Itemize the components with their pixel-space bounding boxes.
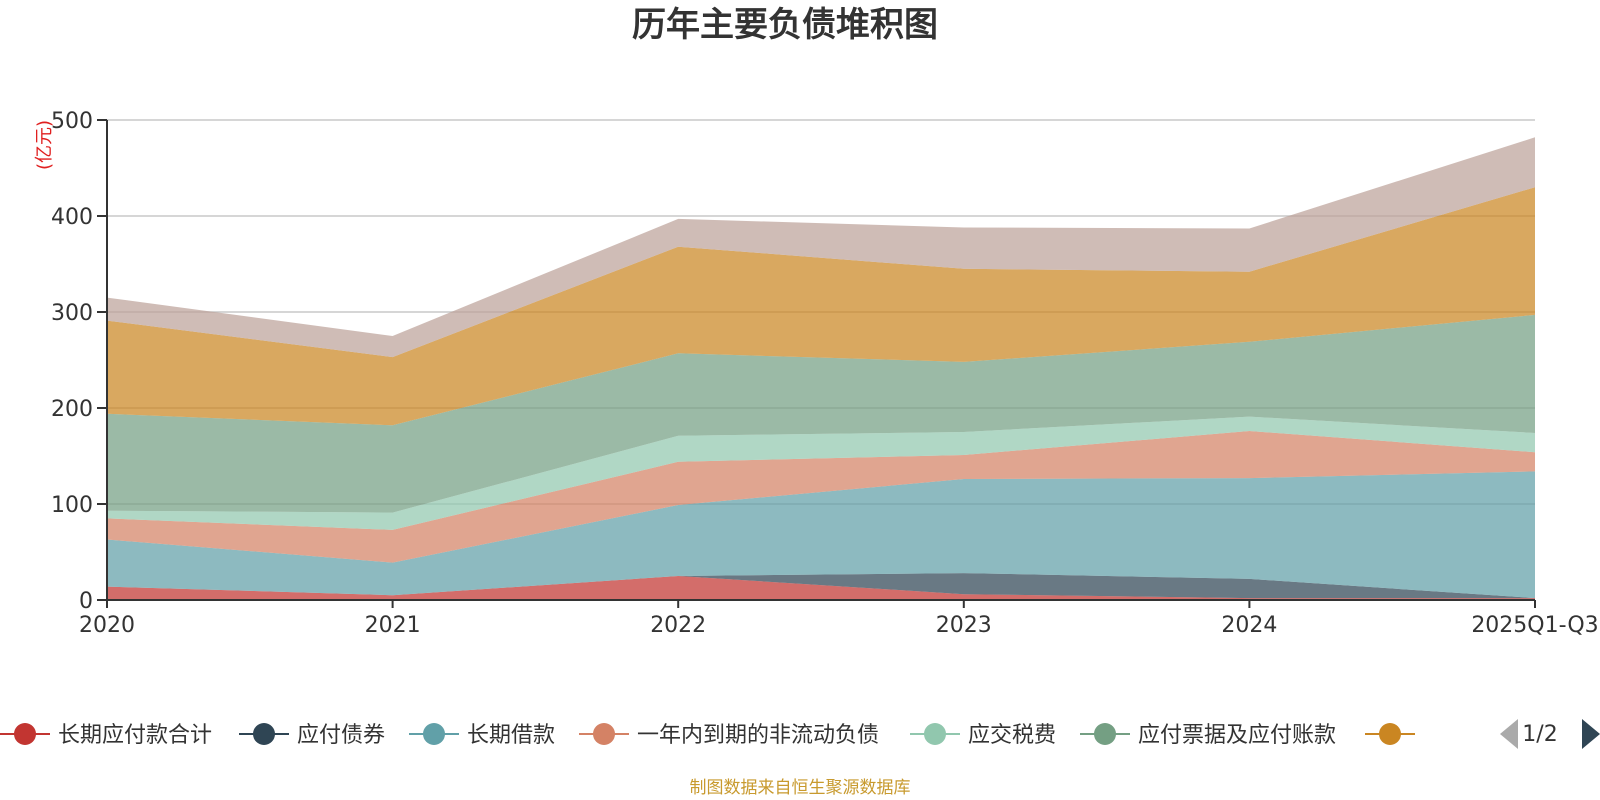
legend-label: 长期借款 (467, 723, 555, 748)
legend-item[interactable]: 长期应付款合计 (0, 723, 212, 748)
source-note: 制图数据来自恒生聚源数据库 (690, 778, 911, 798)
legend-label: 应付债券 (297, 723, 385, 748)
legend-label: 应交税费 (968, 723, 1056, 748)
legend-item[interactable]: 长期借款 (409, 723, 555, 748)
legend-item[interactable]: 应付债券 (239, 723, 385, 748)
legend-item[interactable] (1365, 723, 1415, 745)
area-series-3 (107, 431, 1535, 563)
legend-marker-icon (1094, 723, 1116, 745)
y-tick-label: 300 (51, 301, 93, 326)
legend-marker-icon (1379, 723, 1401, 745)
legend-marker-icon (924, 723, 946, 745)
area-series-2 (107, 471, 1535, 599)
x-tick-label: 2024 (1221, 613, 1277, 638)
legend-next-page-icon[interactable] (1582, 719, 1600, 749)
y-tick-label: 100 (51, 493, 93, 518)
legend-pager: 1/2 (1500, 719, 1600, 749)
legend-label: 长期应付款合计 (58, 723, 212, 748)
x-tick-label: 2022 (650, 613, 706, 638)
legend-marker-icon (253, 723, 275, 745)
area-series-5 (107, 314, 1535, 513)
x-tick-label: 2020 (79, 613, 135, 638)
legend-item[interactable]: 应交税费 (910, 723, 1056, 748)
legend-marker-icon (14, 723, 36, 745)
y-tick-label: 200 (51, 397, 93, 422)
legend-item[interactable]: 应付票据及应付账款 (1080, 723, 1336, 748)
area-series-6 (107, 187, 1535, 426)
legend: 长期应付款合计 应付债券 长期借款 一年内到期的非流动负债 应交税费 应付票据及应付账款 (0, 723, 1415, 748)
x-tick-label: 2023 (936, 613, 992, 638)
y-tick-label: 0 (79, 589, 93, 614)
x-tick-label: 2021 (365, 613, 421, 638)
stacked-areas (107, 137, 1535, 600)
chart-title: 历年主要负债堆积图 (632, 5, 938, 45)
x-axis-ticks: 2020 2021 2022 2023 2024 2025Q1-Q3 (79, 600, 1599, 638)
y-axis-unit-label: (亿元) (34, 120, 55, 170)
x-tick-label: 2025Q1-Q3 (1471, 613, 1598, 638)
legend-label: 应付票据及应付账款 (1138, 723, 1336, 748)
legend-prev-page-icon[interactable] (1500, 719, 1518, 749)
legend-marker-icon (593, 723, 615, 745)
y-axis-ticks: 0 100 200 300 400 500 (51, 109, 107, 614)
legend-item[interactable]: 一年内到期的非流动负债 (579, 723, 879, 748)
axes (106, 120, 1535, 601)
legend-page-indicator: 1/2 (1522, 722, 1557, 747)
y-tick-label: 500 (51, 109, 93, 134)
y-tick-label: 400 (51, 205, 93, 230)
area-series-0 (107, 576, 1535, 600)
legend-marker-icon (423, 723, 445, 745)
area-series-1 (107, 573, 1535, 599)
legend-label: 一年内到期的非流动负债 (637, 723, 879, 748)
area-series-7 (107, 137, 1535, 358)
area-series-4 (107, 416, 1535, 530)
